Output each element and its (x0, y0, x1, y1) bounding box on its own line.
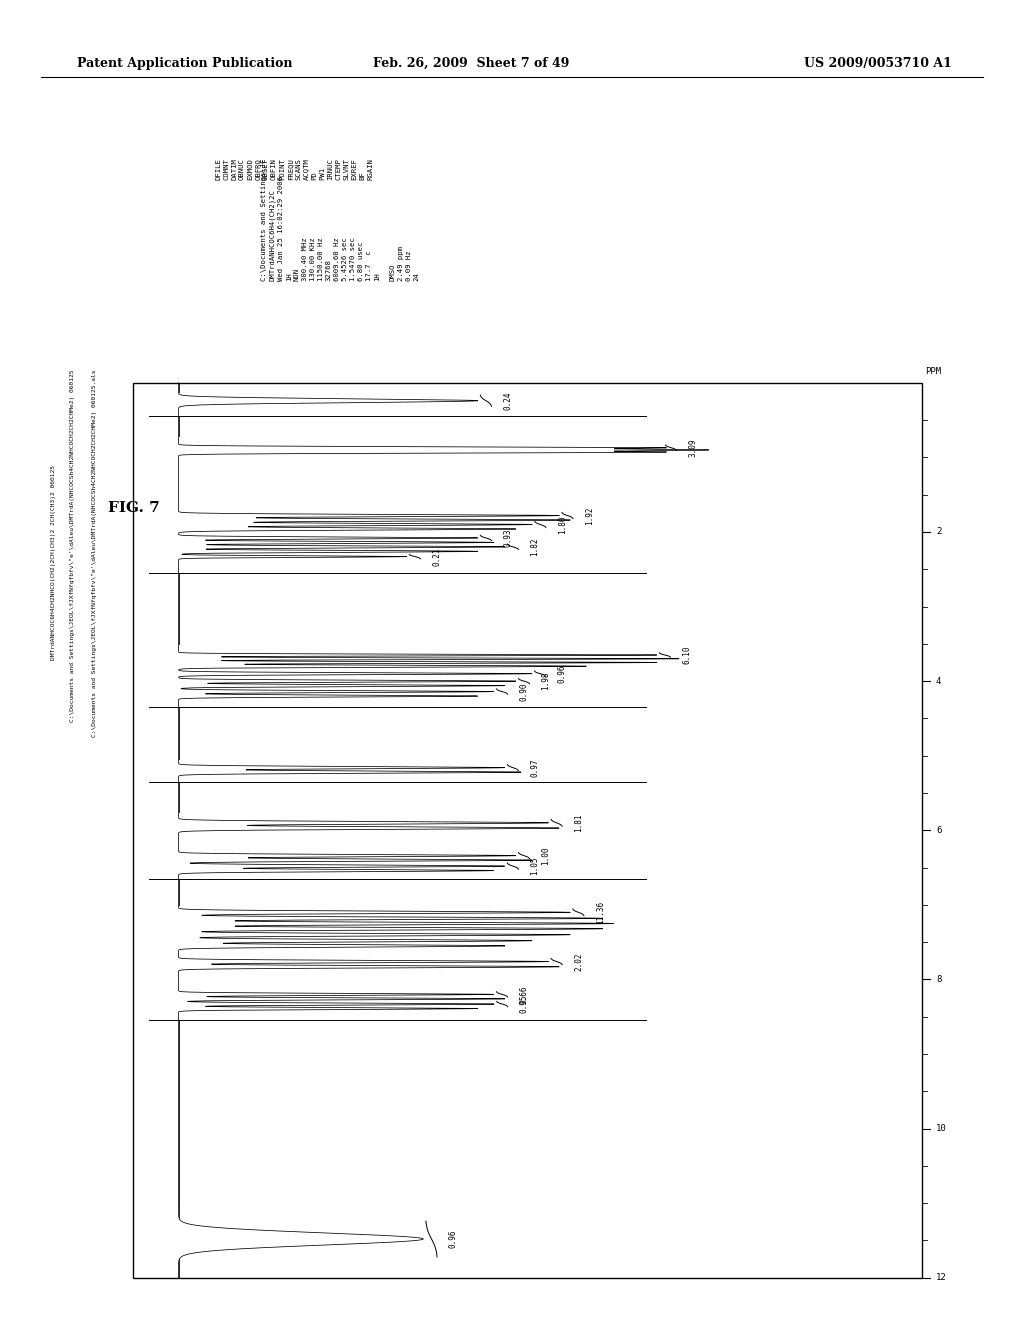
Text: PPM: PPM (925, 367, 941, 376)
Text: 11.36: 11.36 (596, 900, 605, 924)
Text: 2: 2 (936, 528, 941, 536)
Text: 1.05: 1.05 (530, 857, 540, 875)
Text: 6: 6 (936, 826, 941, 834)
Text: Feb. 26, 2009  Sheet 7 of 49: Feb. 26, 2009 Sheet 7 of 49 (373, 57, 569, 70)
Text: 0.96: 0.96 (557, 664, 566, 682)
Text: 1.98: 1.98 (542, 672, 550, 690)
Text: US 2009/0053710 A1: US 2009/0053710 A1 (805, 57, 952, 70)
Text: 0.96: 0.96 (449, 1230, 458, 1249)
Text: 1.80: 1.80 (558, 515, 566, 533)
Bar (133, 383, 922, 1278)
Text: 12: 12 (936, 1274, 946, 1282)
Text: 4: 4 (936, 677, 941, 685)
Text: C:\Documents and Settings\JE
DMTrdANHCOC6H4(CH2)2C
Wed Jan 25 16:02:29 2006
1H
N: C:\Documents and Settings\JE DMTrdANHCOC… (261, 158, 420, 281)
Text: 0.21: 0.21 (432, 548, 441, 566)
Text: 1.82: 1.82 (530, 537, 540, 556)
Text: 2.02: 2.02 (574, 952, 583, 970)
Text: 0.97: 0.97 (530, 759, 540, 777)
Text: DFILE
COMNT
DATIM
OBNUC
EXMOD
OBFRQ
OBSET
OBFIN
POINT
FREQU
SCANS
ACQTM
PD
PW1
I: DFILE COMNT DATIM OBNUC EXMOD OBFRQ OBSE… (215, 158, 373, 181)
Text: 0.24: 0.24 (504, 392, 512, 411)
Text: DMTrdANHCOC6H4CH2NHCO(CH2)2CH(CH3)2 2CH(CH3)2 060125: DMTrdANHCOC6H4CH2NHCO(CH2)2CH(CH3)2 2CH(… (51, 465, 56, 660)
Text: 8: 8 (936, 975, 941, 983)
Text: 0.95: 0.95 (519, 995, 528, 1014)
Text: 1.92: 1.92 (585, 507, 594, 525)
Text: 0.93: 0.93 (503, 529, 512, 548)
Text: 10: 10 (936, 1125, 946, 1133)
Text: FIG. 7: FIG. 7 (108, 502, 160, 515)
Text: Patent Application Publication: Patent Application Publication (77, 57, 292, 70)
Text: C:\Documents and Settings\JEOL\fJXfNfqfbfv\"e'\dAleu\DMTrdA(NHCOCSh4CH2NHCOCH2CH: C:\Documents and Settings\JEOL\fJXfNfqfb… (92, 370, 97, 737)
Text: 1.81: 1.81 (574, 813, 583, 832)
Text: 3.09: 3.09 (688, 438, 697, 457)
Text: 0.66: 0.66 (519, 985, 528, 1003)
Text: 1.00: 1.00 (542, 846, 550, 865)
Text: C:\Documents and Settings\JEOL\fJXfNfqfbfv\"e'\dAleu\DMTrdA(NHCOCSh4CH2NHCOCH2CH: C:\Documents and Settings\JEOL\fJXfNfqfb… (70, 370, 75, 722)
Text: 0.90: 0.90 (519, 682, 528, 701)
Text: 6.10: 6.10 (682, 645, 691, 664)
